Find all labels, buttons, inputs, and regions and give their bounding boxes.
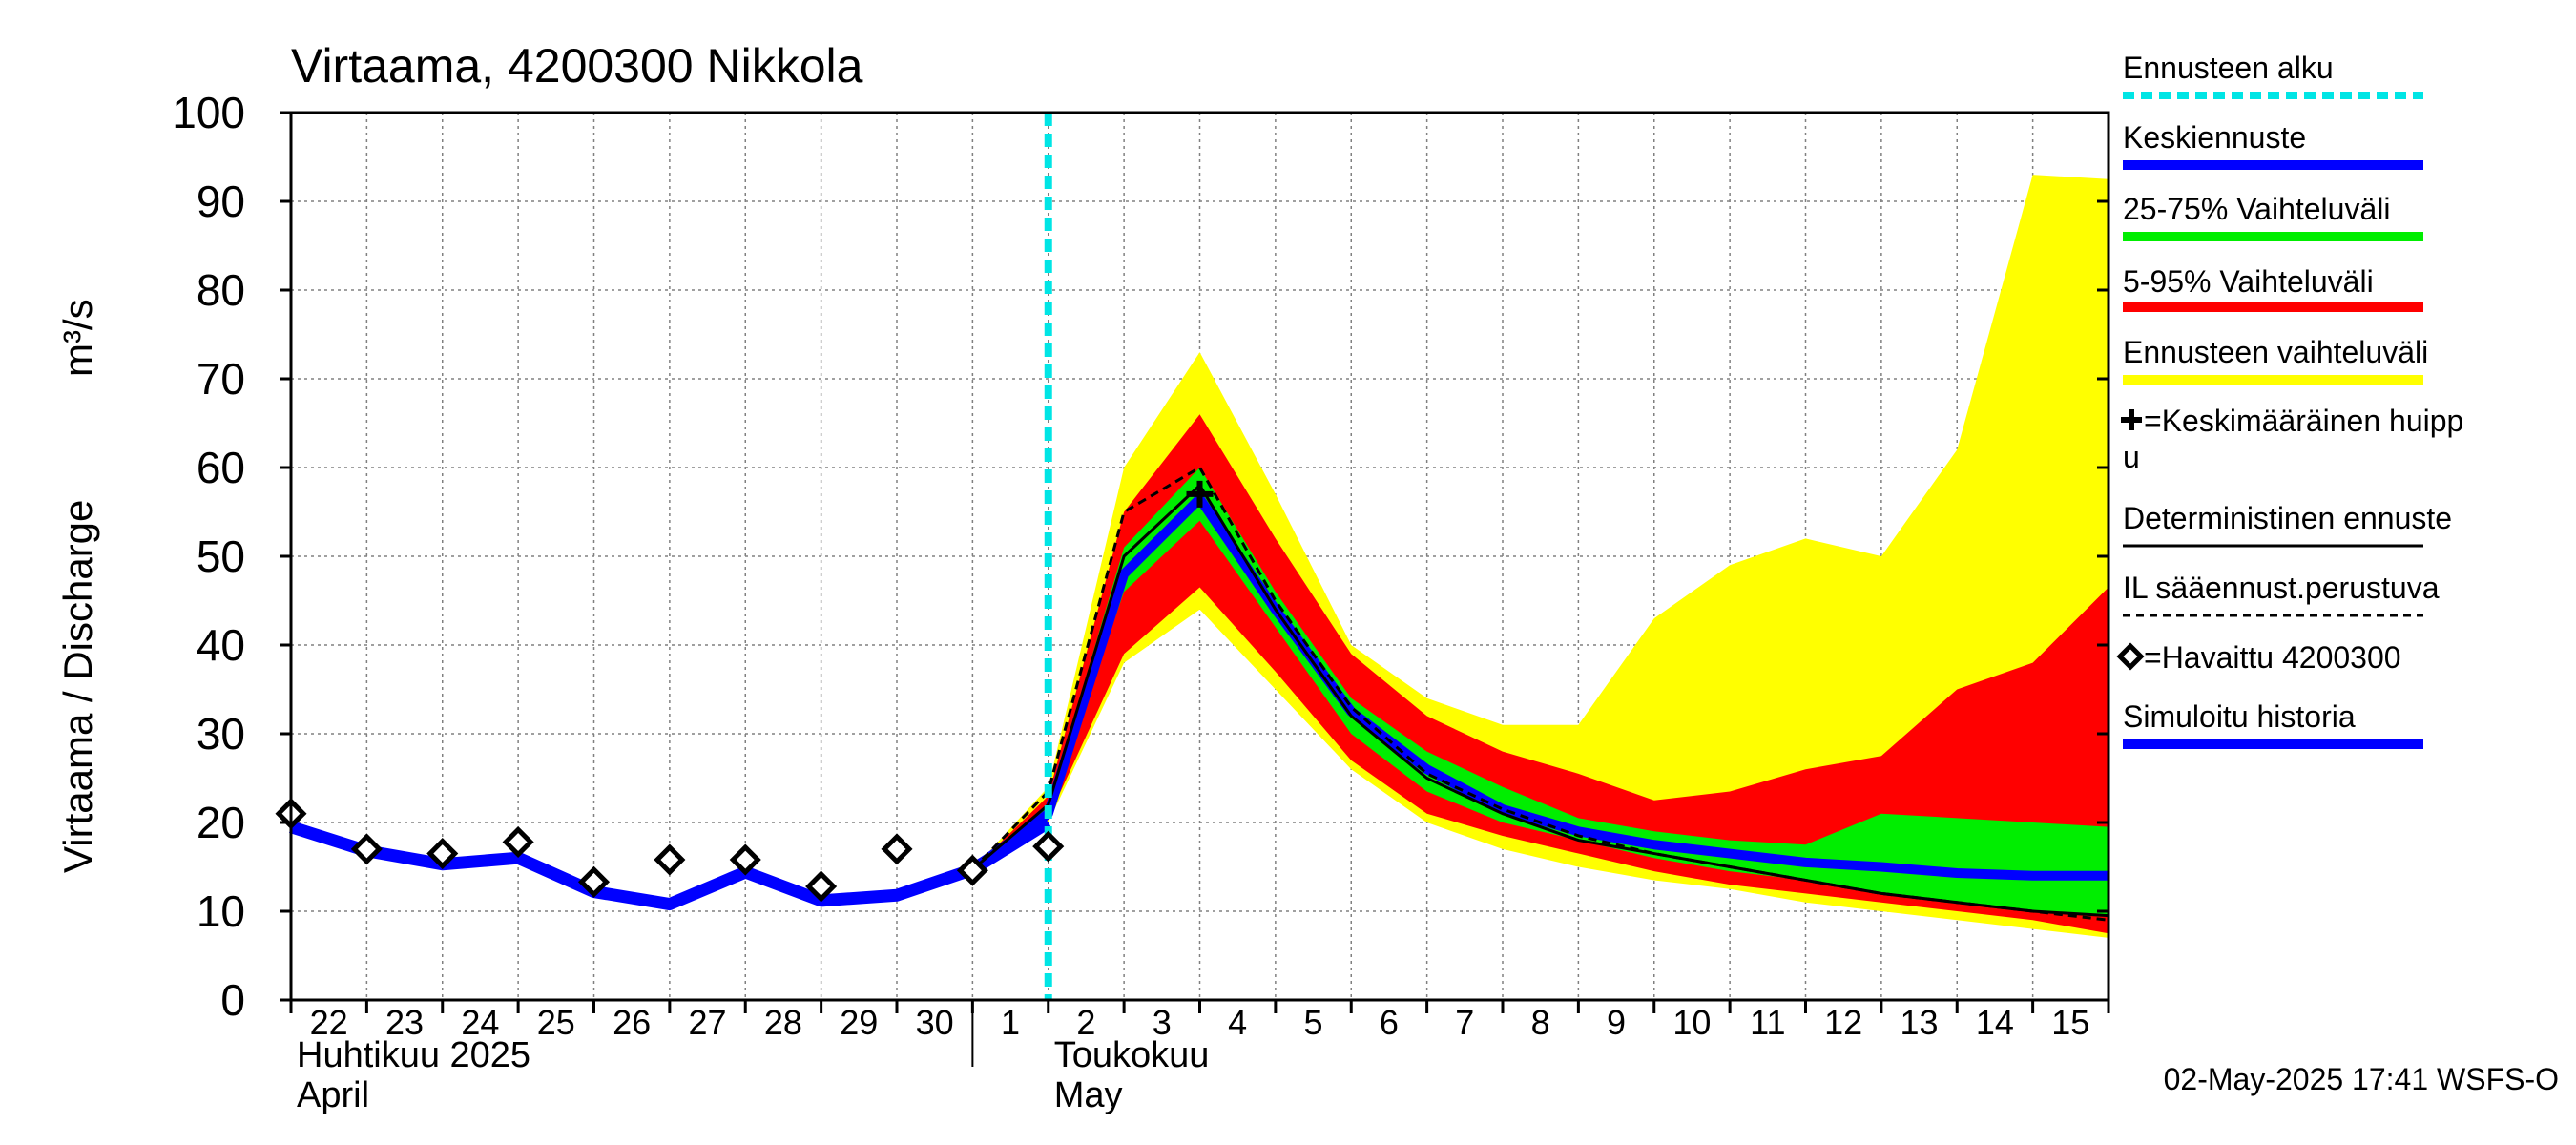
x-tick-label: 25 [537, 1003, 575, 1042]
y-axis-label: Virtaama / Discharge [55, 500, 100, 873]
x-tick-label: 29 [840, 1003, 878, 1042]
x-tick-label: 1 [1001, 1003, 1020, 1042]
series-il-saaennuste [971, 465, 2109, 922]
observed-point [502, 825, 534, 858]
band-ennusteen-vaihteluv-li [972, 175, 2109, 938]
observed-point [881, 833, 913, 865]
observed-point [729, 843, 761, 876]
x-tick-label: 8 [1531, 1003, 1550, 1042]
observed-point [805, 870, 838, 903]
y-tick-label: 40 [197, 620, 245, 670]
series-simuloitu-historia [289, 817, 1052, 911]
observed-point [654, 843, 686, 876]
y-tick-label: 90 [197, 177, 245, 226]
timestamp: 02-May-2025 17:41 WSFS-O [2164, 1062, 2559, 1096]
x-tick-label: 4 [1228, 1003, 1247, 1042]
y-tick-label: 80 [197, 265, 245, 315]
legend-plus-icon [2121, 409, 2142, 430]
y-tick-label: 100 [172, 88, 245, 137]
legend-label: 5-95% Vaihteluväli [2123, 264, 2374, 299]
x-tick-label: 14 [1976, 1003, 2014, 1042]
legend-label: Simuloitu historia [2123, 699, 2356, 734]
x-tick-label: 3 [1153, 1003, 1172, 1042]
y-tick-label: 50 [197, 531, 245, 581]
x-tick-label: 30 [916, 1003, 954, 1042]
observed-point [426, 838, 459, 870]
chart-title: Virtaama, 4200300 Nikkola [291, 39, 863, 93]
x-tick-label: 28 [764, 1003, 802, 1042]
legend-label: Keskiennuste [2123, 120, 2306, 155]
y-tick-label: 10 [197, 886, 245, 936]
x-tick-label: 24 [461, 1003, 499, 1042]
legend-label: =Havaittu 4200300 [2144, 640, 2401, 675]
legend-label: IL sääennust.perustuva [2123, 571, 2440, 605]
x-tick-label: 11 [1750, 1003, 1785, 1042]
x-tick-label: 5 [1304, 1003, 1323, 1042]
x-tick-label: 23 [385, 1003, 424, 1042]
x-tick-label: 10 [1672, 1003, 1711, 1042]
y-tick-label: 60 [197, 443, 245, 492]
x-tick-label: 2 [1076, 1003, 1095, 1042]
legend-diamond-icon [2116, 642, 2145, 671]
x-tick-label: 26 [613, 1003, 651, 1042]
legend-label-cont: u [2123, 440, 2140, 474]
y-tick-label: 30 [197, 709, 245, 759]
legend-label: =Keskimääräinen huipp [2144, 404, 2463, 438]
mean-peak-marker [1186, 480, 1214, 508]
y-tick-label: 70 [197, 354, 245, 404]
x-tick-label: 22 [310, 1003, 348, 1042]
observed-point [1032, 830, 1065, 863]
month-label-en: April [297, 1075, 369, 1115]
observed-point [956, 854, 988, 886]
legend-label: 25-75% Vaihteluväli [2123, 192, 2390, 226]
legend-label: Ennusteen alku [2123, 51, 2334, 85]
x-tick-label: 9 [1607, 1003, 1626, 1042]
x-tick-label: 15 [2051, 1003, 2089, 1042]
band-5-95-vaihteluv-li [972, 414, 2109, 934]
x-tick-label: 12 [1824, 1003, 1862, 1042]
legend-label: Deterministinen ennuste [2123, 501, 2452, 535]
x-tick-label: 13 [1901, 1003, 1939, 1042]
x-tick-label: 27 [689, 1003, 727, 1042]
legend: Ennusteen alku Keskiennuste 25-75% Vaihtel… [2116, 51, 2463, 749]
x-tick-label: 7 [1455, 1003, 1474, 1042]
legend-label: Ennusteen vaihteluväli [2123, 335, 2428, 369]
y-axis-unit: m³/s [55, 299, 100, 377]
month-label-en: May [1054, 1075, 1123, 1115]
observed-point [350, 833, 383, 865]
y-tick-label: 20 [197, 798, 245, 847]
y-tick-label: 0 [220, 975, 245, 1025]
observed-point [577, 865, 611, 898]
x-tick-label: 6 [1380, 1003, 1399, 1042]
series-keskiennuste [969, 493, 2109, 881]
plot-area [275, 112, 2109, 1001]
month-label: Huhtikuu 2025 [297, 1035, 530, 1075]
month-label: Toukokuu [1054, 1035, 1210, 1075]
